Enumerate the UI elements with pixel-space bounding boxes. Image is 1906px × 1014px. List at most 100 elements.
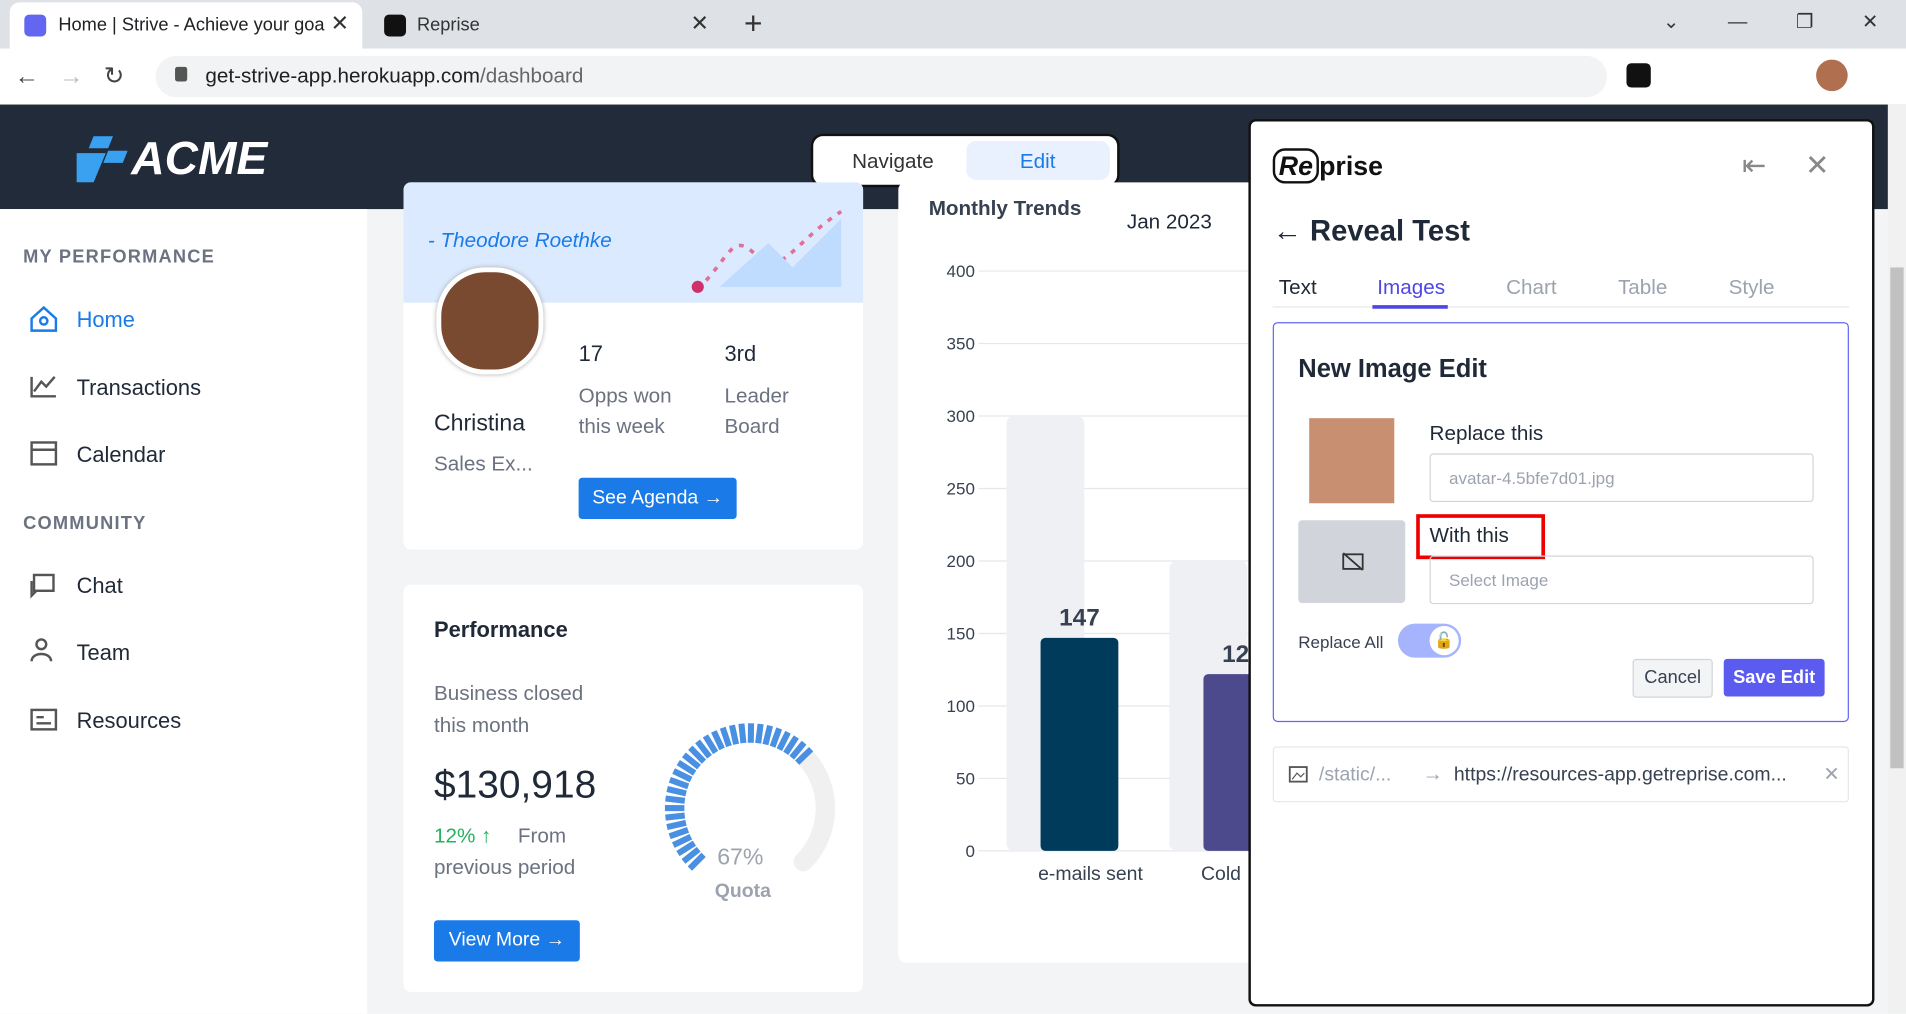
y-tick-label: 250 <box>947 480 975 499</box>
url-host: get-strive-app.herokuapp.com <box>205 64 480 88</box>
address-bar[interactable]: get-strive-app.herokuapp.com/dashboard <box>155 55 1608 98</box>
chart-title: Monthly Trends <box>928 196 1082 221</box>
nav-item[interactable]: Team <box>76 640 131 665</box>
stat-value: 3rd <box>724 341 757 366</box>
section-heading: COMMUNITY <box>23 512 147 534</box>
logo-mark <box>76 136 128 183</box>
sidebar: MY PERFORMANCE Home Transactions Calenda… <box>0 209 368 1014</box>
field-label: Replace this <box>1429 421 1544 445</box>
stat-value: 17 <box>578 341 603 366</box>
stat-label: Board <box>724 414 780 438</box>
nav-item[interactable]: Resources <box>76 708 182 734</box>
edit-card-title: New Image Edit <box>1298 354 1487 383</box>
cancel-button[interactable]: Cancel <box>1632 658 1713 698</box>
profile-avatar[interactable] <box>1816 59 1848 92</box>
new-image-placeholder[interactable] <box>1298 520 1406 603</box>
tab[interactable]: Reprise ✕ <box>365 2 718 48</box>
panel-tab[interactable]: Images <box>1377 275 1446 300</box>
bar-label: 147 <box>1059 605 1100 632</box>
rule-row[interactable]: /static/... → https://resources-app.getr… <box>1272 746 1849 803</box>
y-tick-label: 100 <box>947 697 975 716</box>
nav-icons <box>30 305 58 731</box>
y-tick-label: 150 <box>947 625 975 644</box>
filename-field: avatar-4.5bfe7d01.jpg <box>1429 453 1814 503</box>
y-tick-label: 200 <box>947 552 975 571</box>
profile-role: Sales Ex... <box>433 452 533 476</box>
nav-item[interactable]: Home <box>76 307 135 332</box>
panel-tab[interactable]: Chart <box>1506 275 1557 300</box>
gauge-track <box>793 750 836 872</box>
rule-to: https://resources-app.getreprise.com... <box>1453 764 1787 786</box>
reprise-panel: Re prise ⇤ ✕ ← Reveal Test Text Images Ch… <box>1248 119 1875 1007</box>
stat-label: Leader <box>724 384 789 408</box>
gauge <box>664 723 836 872</box>
active-tab-indicator <box>1372 305 1448 309</box>
nav-item[interactable]: Transactions <box>76 375 202 400</box>
close-button[interactable]: ✕ <box>1805 149 1830 183</box>
subtitle: this month <box>433 713 530 737</box>
gauge-label: Quota <box>714 881 771 902</box>
replace-all-toggle[interactable]: 🔓 <box>1397 623 1462 658</box>
collapse-button[interactable]: ⇤ <box>1741 149 1767 183</box>
y-tick-label: 400 <box>947 262 975 281</box>
panel-tab[interactable]: Table <box>1617 275 1668 300</box>
avatar <box>436 267 544 375</box>
panel-tab[interactable]: Style <box>1728 275 1775 300</box>
y-tick-label: 300 <box>947 407 975 426</box>
gauge-value: 67% <box>717 844 764 871</box>
new-tab[interactable]: + <box>743 4 763 42</box>
panel-title: Reveal Test <box>1310 215 1471 248</box>
tab-title: Reprise <box>416 14 480 36</box>
amount: $130,918 <box>433 762 597 806</box>
subtitle: Business closed <box>433 681 584 706</box>
select-image-field[interactable]: Select Image <box>1429 555 1814 605</box>
profile-card: - Theodore Roethke Christina Sales Ex...… <box>403 182 864 550</box>
performance-card: Performance Business closed this month $… <box>403 584 864 992</box>
field-label: With this <box>1429 523 1509 548</box>
y-tick-label: 350 <box>947 335 975 354</box>
placeholder: Select Image <box>1448 570 1549 590</box>
profile-name: Christina <box>433 410 526 437</box>
logo-text: ACME <box>131 133 268 185</box>
tab-title: Home | Strive - Achieve your goa <box>58 14 325 36</box>
navigate-mode[interactable]: Navigate <box>852 149 934 173</box>
save-button[interactable]: Save Edit <box>1723 658 1825 697</box>
y-tick-label: 50 <box>956 770 975 789</box>
nav-item[interactable]: Chat <box>76 573 123 599</box>
rule-from: /static/... <box>1318 764 1392 786</box>
change-label: previous period <box>433 855 576 879</box>
button-label: View More <box>448 929 541 951</box>
url-path: /dashboard <box>479 64 584 88</box>
view-more-button[interactable]: View More → <box>433 920 580 962</box>
change-label: From <box>517 824 567 848</box>
chart-period: Jan 2023 <box>1126 210 1212 234</box>
mode-toggle: Navigate Edit <box>810 133 1120 188</box>
x-tick-label: Cold <box>1201 863 1241 885</box>
brand-mark: Re <box>1272 148 1320 184</box>
see-agenda-button[interactable]: See Agenda → <box>578 477 737 520</box>
brand-text: prise <box>1319 150 1384 182</box>
edit-card: New Image Edit Replace this avatar-4.5bf… <box>1272 322 1849 723</box>
filename: avatar-4.5bfe7d01.jpg <box>1448 468 1615 488</box>
window-controls[interactable]: ⌄ — ❐ ✕ <box>1662 12 1879 33</box>
y-tick-label: 0 <box>965 842 974 861</box>
original-image <box>1309 418 1395 504</box>
tab[interactable]: Home | Strive - Achieve your goa ✕ <box>9 2 363 49</box>
chart-card: Monthly Trends Jan 2023 0 50 100 150 200 250 3… <box>898 182 1288 963</box>
edit-mode[interactable]: Edit <box>1019 149 1056 173</box>
gauge-fill <box>664 723 814 871</box>
bar <box>1040 637 1119 851</box>
button-label: Save Edit <box>1733 667 1816 689</box>
quote: - Theodore Roethke <box>427 228 612 252</box>
change: 12% <box>433 824 476 848</box>
panel-tab[interactable]: Text <box>1278 275 1317 300</box>
remove-rule[interactable]: ✕ <box>1823 764 1840 786</box>
scrollbar <box>1887 104 1906 1014</box>
nav-item[interactable]: Calendar <box>76 442 166 467</box>
stat-label: this week <box>578 414 665 438</box>
x-tick-label: e-mails sent <box>1038 863 1143 885</box>
button-label: See Agenda <box>592 487 699 509</box>
section-heading: MY PERFORMANCE <box>23 246 216 268</box>
